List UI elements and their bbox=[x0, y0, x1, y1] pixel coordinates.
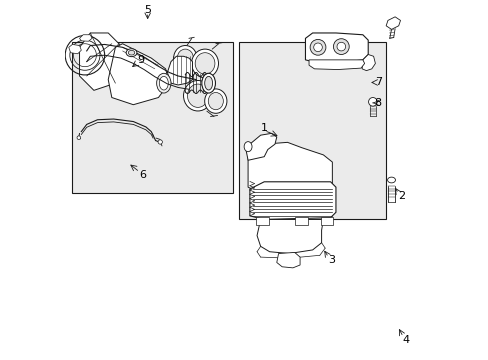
Ellipse shape bbox=[195, 53, 214, 74]
Polygon shape bbox=[247, 142, 332, 200]
Ellipse shape bbox=[191, 49, 218, 78]
Circle shape bbox=[158, 140, 162, 144]
Circle shape bbox=[309, 40, 325, 55]
Ellipse shape bbox=[128, 50, 135, 55]
Circle shape bbox=[336, 42, 345, 51]
Circle shape bbox=[77, 136, 81, 139]
Circle shape bbox=[333, 39, 348, 54]
Text: 3: 3 bbox=[327, 255, 334, 265]
Polygon shape bbox=[276, 252, 300, 268]
Bar bbox=[255, 217, 268, 225]
Ellipse shape bbox=[156, 73, 171, 93]
Ellipse shape bbox=[204, 89, 226, 113]
Polygon shape bbox=[108, 44, 169, 105]
Ellipse shape bbox=[204, 76, 212, 90]
Polygon shape bbox=[69, 44, 81, 54]
Ellipse shape bbox=[387, 177, 395, 183]
Text: 6: 6 bbox=[139, 170, 145, 180]
Ellipse shape bbox=[244, 141, 251, 152]
Polygon shape bbox=[386, 17, 400, 30]
Polygon shape bbox=[167, 56, 192, 85]
Text: 9: 9 bbox=[137, 55, 144, 65]
Ellipse shape bbox=[183, 81, 212, 111]
Ellipse shape bbox=[208, 93, 223, 110]
Polygon shape bbox=[362, 54, 375, 71]
Polygon shape bbox=[257, 220, 323, 253]
Text: 7: 7 bbox=[374, 77, 381, 87]
Text: 4: 4 bbox=[402, 334, 408, 345]
Bar bbox=[295, 217, 308, 225]
Polygon shape bbox=[308, 60, 364, 69]
Ellipse shape bbox=[173, 45, 197, 71]
Polygon shape bbox=[246, 134, 276, 160]
Ellipse shape bbox=[126, 49, 137, 57]
Text: 1: 1 bbox=[260, 123, 267, 133]
Polygon shape bbox=[80, 35, 92, 41]
Bar bbox=[320, 217, 333, 225]
Ellipse shape bbox=[159, 76, 168, 90]
Ellipse shape bbox=[187, 84, 208, 107]
Circle shape bbox=[368, 98, 376, 106]
Bar bbox=[239, 42, 386, 220]
Bar bbox=[72, 42, 233, 193]
Polygon shape bbox=[305, 33, 367, 62]
Ellipse shape bbox=[177, 49, 193, 67]
Polygon shape bbox=[249, 182, 335, 220]
Text: 8: 8 bbox=[374, 98, 381, 108]
Text: 5: 5 bbox=[144, 5, 151, 15]
Circle shape bbox=[313, 43, 322, 51]
Polygon shape bbox=[80, 33, 126, 90]
Text: 2: 2 bbox=[397, 191, 404, 201]
Ellipse shape bbox=[202, 73, 215, 93]
